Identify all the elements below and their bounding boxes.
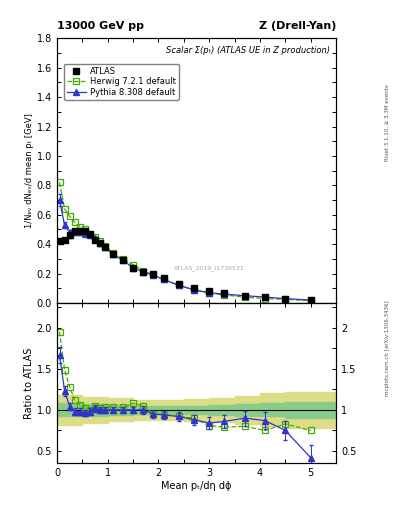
- Y-axis label: 1/Nₑᵥ dNₑᵥ/d mean pₜ [GeV]: 1/Nₑᵥ dNₑᵥ/d mean pₜ [GeV]: [25, 113, 34, 228]
- Text: mcplots.cern.ch [arXiv:1306.3436]: mcplots.cern.ch [arXiv:1306.3436]: [385, 301, 389, 396]
- Text: Rivet 3.1.10, ≥ 3.3M events: Rivet 3.1.10, ≥ 3.3M events: [385, 84, 389, 161]
- Legend: ATLAS, Herwig 7.2.1 default, Pythia 8.308 default: ATLAS, Herwig 7.2.1 default, Pythia 8.30…: [64, 63, 179, 100]
- Y-axis label: Ratio to ATLAS: Ratio to ATLAS: [24, 348, 34, 419]
- X-axis label: Mean pₜ/dη dϕ: Mean pₜ/dη dϕ: [161, 481, 232, 491]
- Text: ATLAS_2019_I1736531: ATLAS_2019_I1736531: [174, 266, 245, 271]
- Text: Scalar Σ(pₜ) (ATLAS UE in Z production): Scalar Σ(pₜ) (ATLAS UE in Z production): [166, 47, 331, 55]
- Text: Z (Drell-Yan): Z (Drell-Yan): [259, 20, 336, 31]
- Text: 13000 GeV pp: 13000 GeV pp: [57, 20, 144, 31]
